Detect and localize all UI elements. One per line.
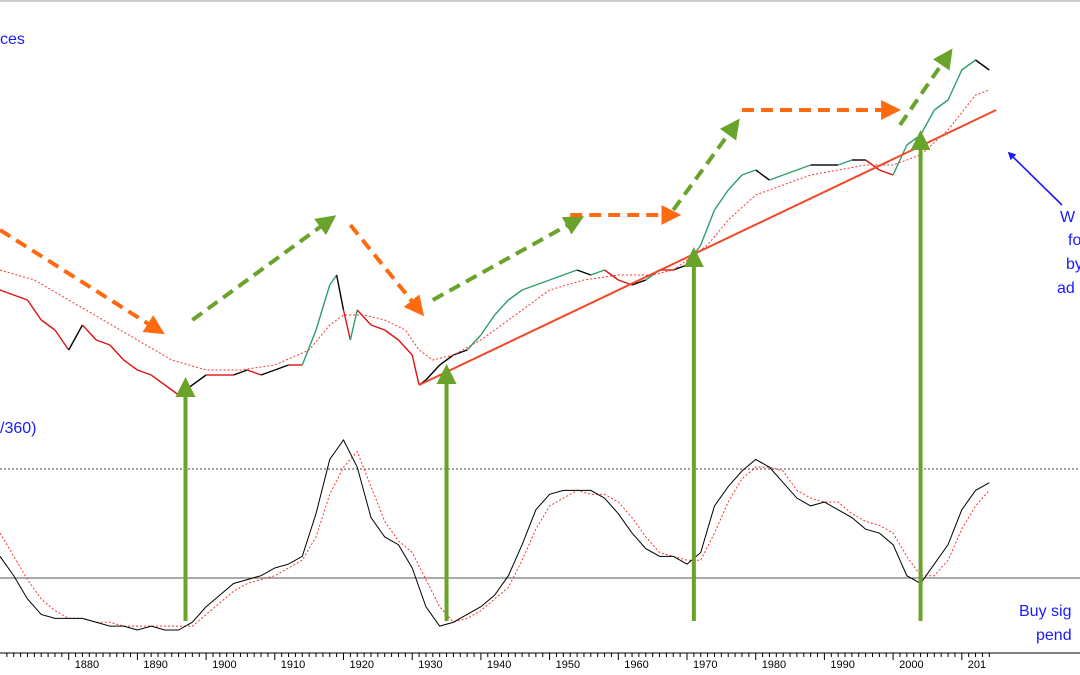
price-segment (301, 329, 317, 366)
price-segment (54, 329, 70, 351)
price-segment (673, 264, 688, 271)
x-tick-label: 1980 (762, 659, 786, 671)
oscillator-main-line (0, 439, 990, 631)
annotation-line-2: fo (1068, 232, 1080, 249)
buy-signal-label-line-2: pend (1036, 627, 1072, 644)
price-segment (631, 279, 647, 286)
price-segment (879, 169, 894, 176)
price-segment (769, 174, 784, 181)
price-segment (370, 324, 385, 331)
price-segment (247, 369, 262, 376)
x-tick-label: 1890 (143, 659, 167, 671)
price-segment (233, 369, 248, 376)
price-segment (26, 299, 42, 321)
price-segment (563, 269, 578, 276)
price-segment (700, 209, 716, 246)
price-segment (549, 274, 564, 281)
annotation-line-4: ad (1057, 280, 1075, 297)
uptrend-arrow-8 (898, 48, 953, 127)
price-segment (81, 324, 97, 341)
downtrend-arrow-1 (0, 228, 165, 335)
price-segment (906, 134, 921, 146)
annotation-group-top: W fo by ad (1057, 209, 1080, 297)
price-segment (466, 334, 482, 351)
plot-layer (0, 48, 997, 631)
uptrend-arrow-2 (191, 215, 337, 322)
price-segment (919, 109, 935, 136)
price-segment (191, 374, 207, 386)
price-segment (755, 169, 770, 181)
x-tick-label: 1880 (75, 659, 99, 671)
price-segment (150, 374, 166, 386)
x-tick-label: 1900 (212, 659, 236, 671)
annotation-group-bottom: Buy sig pend (1019, 603, 1072, 644)
price-segment (782, 169, 798, 176)
x-tick-label: 1930 (418, 659, 442, 671)
price-segment (494, 299, 509, 316)
annotation-pointer-arrow (1007, 151, 1063, 206)
uptrend-arrow-4 (431, 216, 585, 302)
price-segment (439, 354, 454, 366)
price-segment (315, 284, 331, 331)
price-segment (0, 289, 28, 301)
x-tick-label: 1970 (693, 659, 717, 671)
price-segment (329, 274, 338, 286)
price-segment (274, 364, 289, 371)
x-axis-ticks: 1880 1890 1900 1910 1920 1930 1940 1950 1960 1970… (6, 653, 990, 671)
x-tick-label: 1960 (624, 659, 648, 671)
price-segment (411, 354, 420, 386)
price-segment (947, 69, 963, 101)
oscillator-panel-title: /360) (0, 420, 36, 437)
annotation-line-3: by (1066, 256, 1080, 273)
x-tick-label: 1920 (350, 659, 374, 671)
price-segment (604, 269, 619, 281)
price-segment (796, 164, 811, 171)
price-segment (480, 314, 496, 336)
price-segment (356, 309, 372, 326)
price-segment (342, 309, 352, 341)
downtrend-arrow-3 (348, 223, 425, 317)
buy-signal-label-line-1: Buy sig (1019, 603, 1071, 620)
price-segment (713, 189, 729, 211)
price-moving-average-line (0, 89, 990, 371)
x-tick-label: 1940 (487, 659, 511, 671)
price-segment (260, 369, 276, 376)
uptrend-arrow-6 (671, 118, 740, 212)
price-segment (164, 384, 180, 396)
x-tick-label: 1990 (830, 659, 854, 671)
price-segment (961, 59, 976, 71)
support-trend-line (418, 109, 997, 386)
price-segment (95, 339, 111, 346)
price-segment (837, 159, 853, 166)
price-segment (507, 289, 523, 301)
price-segment (933, 99, 949, 111)
oscillator-signal-line (0, 450, 990, 627)
price-segment (68, 324, 84, 351)
price-segment (123, 359, 138, 371)
price-segment (397, 339, 413, 356)
price-segment (384, 329, 399, 341)
x-tick-label: 1950 (556, 659, 580, 671)
x-tick-label: 2000 (899, 659, 923, 671)
price-segment (727, 174, 743, 191)
price-segment (109, 344, 125, 361)
price-segment (521, 284, 537, 291)
price-segment (741, 169, 756, 176)
price-segment (590, 269, 605, 276)
price-segment (576, 269, 592, 276)
price-panel-title: ces (0, 31, 25, 48)
x-tick-label: 1910 (281, 659, 305, 671)
price-segment (535, 279, 550, 286)
price-segment (40, 319, 56, 331)
price-segment (975, 59, 990, 71)
price-segment (137, 369, 152, 376)
price-segment (892, 144, 908, 176)
x-tick-label: 201 (968, 659, 986, 671)
annotation-line-1: W (1060, 209, 1076, 226)
price-segment (349, 309, 358, 341)
price-segment (335, 274, 345, 311)
